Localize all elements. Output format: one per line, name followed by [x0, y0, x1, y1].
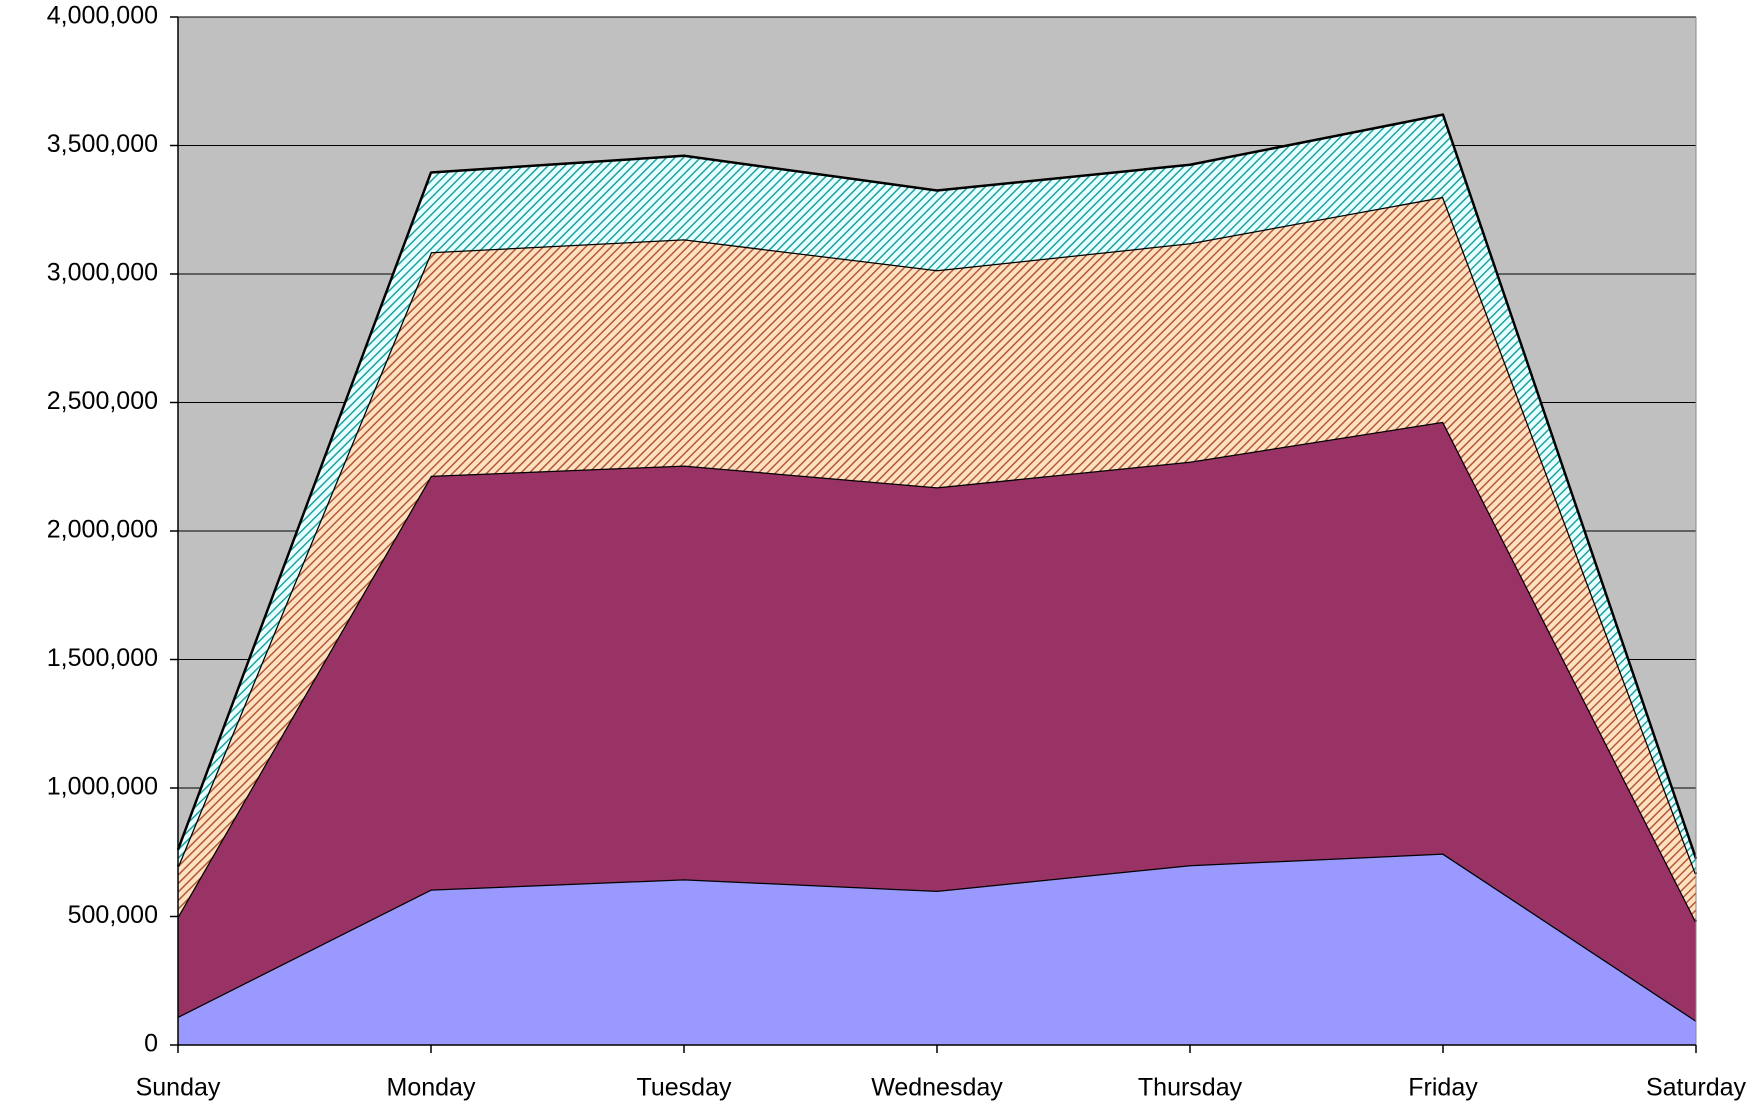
- area-fill: [178, 196, 1696, 922]
- y-tick-label: 2,000,000: [47, 516, 158, 544]
- y-tick-label: 0: [144, 1030, 158, 1058]
- x-tick-label: Saturday: [1646, 1074, 1747, 1102]
- area-fill: [178, 853, 1696, 1045]
- area-fill: [178, 421, 1696, 1021]
- x-tick-label: Monday: [387, 1074, 476, 1102]
- y-tick-label: 3,500,000: [47, 130, 158, 158]
- y-tick-label: 3,000,000: [47, 259, 158, 287]
- area-outline: [176, 113, 1698, 860]
- y-tick-label: 4,000,000: [47, 2, 158, 30]
- y-tick-label: 2,500,000: [47, 387, 158, 415]
- y-tick-label: 500,000: [68, 901, 158, 929]
- x-tick-label: Friday: [1408, 1074, 1478, 1102]
- x-tick-label: Tuesday: [637, 1074, 732, 1102]
- y-tick-label: 1,000,000: [47, 773, 158, 801]
- y-tick-label: 1,500,000: [47, 644, 158, 672]
- x-tick-label: Sunday: [136, 1074, 221, 1102]
- x-tick-label: Thursday: [1138, 1074, 1243, 1102]
- area-fill: [178, 114, 1696, 875]
- x-tick-label: Wednesday: [871, 1074, 1003, 1102]
